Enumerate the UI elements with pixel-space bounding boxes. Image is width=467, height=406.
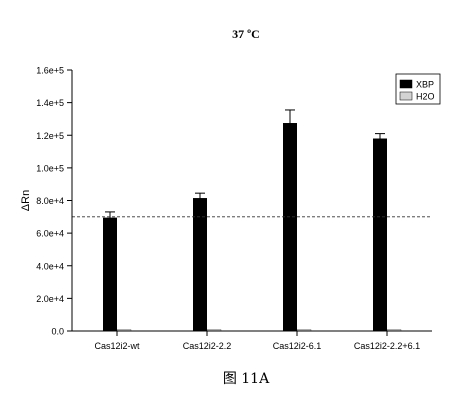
bar-xbp [193, 198, 207, 331]
y-tick-label: 2.0e+4 [36, 294, 64, 304]
y-tick-label: 1.6e+5 [36, 66, 64, 76]
y-axis-label: ΔRn [20, 190, 32, 211]
bar-xbp [283, 123, 297, 331]
legend: XBP H2O [395, 73, 441, 105]
legend-label-h2o: H2O [416, 92, 435, 102]
legend-label-xbp: XBP [416, 80, 434, 90]
y-tick-label: 4.0e+4 [36, 261, 64, 271]
x-tick-label: Cas12i2-6.1 [273, 341, 322, 351]
y-tick-label: 1.4e+5 [36, 98, 64, 108]
y-tick-label: 1.0e+5 [36, 163, 64, 173]
y-tick-label: 8.0e+4 [36, 196, 64, 206]
legend-swatch-h2o [399, 91, 413, 101]
chart-title: 37 ºC [232, 27, 260, 41]
y-tick-label: 0.0 [51, 327, 64, 337]
x-tick-label: Cas12i2-2.2+6.1 [354, 341, 420, 351]
x-axis-ticks: Cas12i2-wt Cas12i2-2.2 Cas12i2-6.1 Cas12i2-… [94, 331, 420, 351]
legend-swatch-xbp [399, 79, 413, 89]
x-tick-label: Cas12i2-2.2 [183, 341, 232, 351]
y-axis-ticks: 0.0 2.0e+4 4.0e+4 6.0e+4 8.0e+4 1.0e+5 1.2e+5 1… [36, 66, 72, 337]
y-tick-label: 6.0e+4 [36, 229, 64, 239]
figure-caption: 图 11A [223, 371, 270, 387]
bars [103, 109, 402, 332]
axes [71, 70, 432, 332]
bar-xbp [103, 217, 117, 331]
x-tick-label: Cas12i2-wt [94, 341, 140, 351]
y-tick-label: 1.2e+5 [36, 131, 64, 141]
bar-xbp [373, 138, 387, 331]
